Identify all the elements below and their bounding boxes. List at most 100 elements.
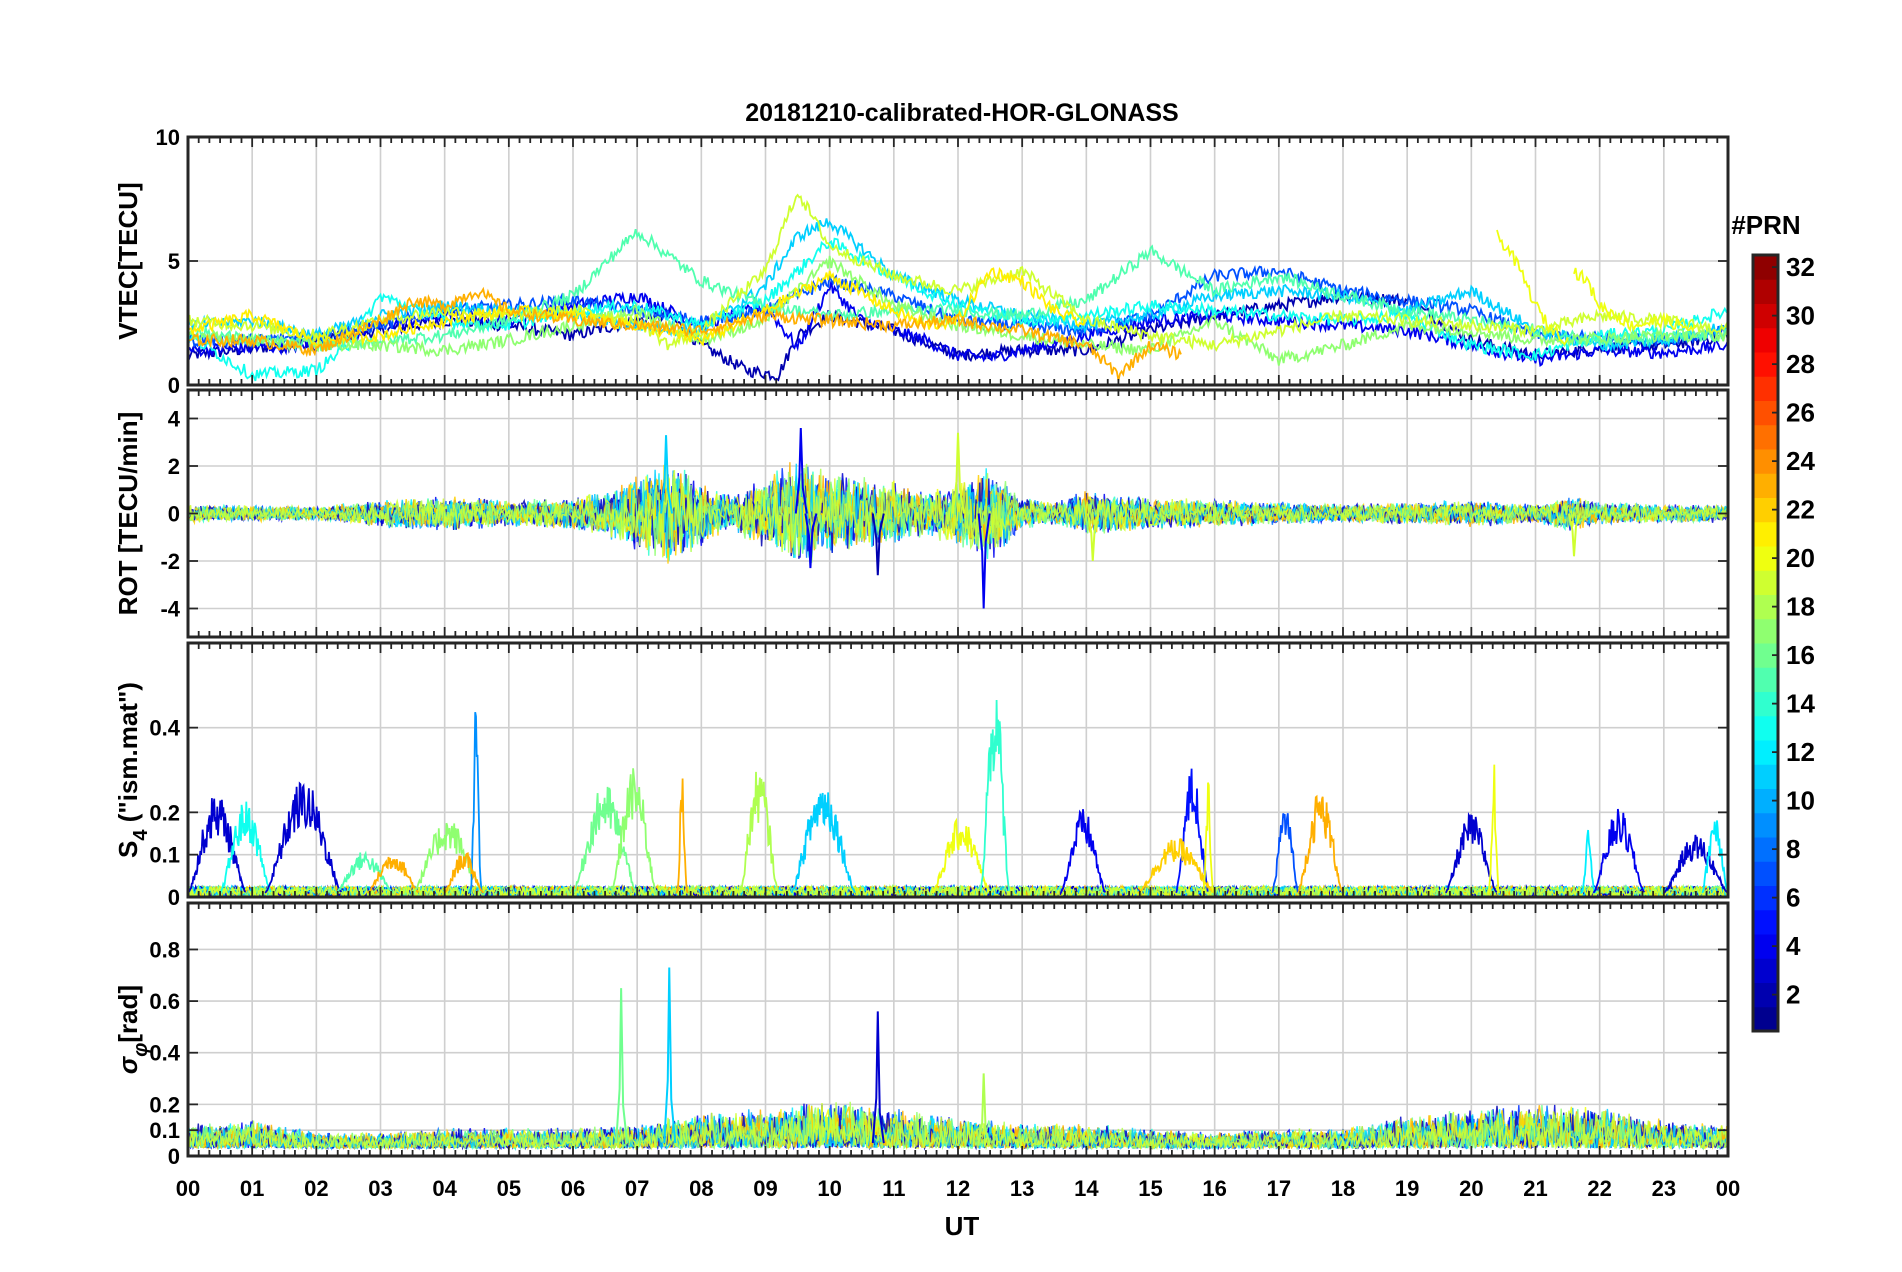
panel-vtec: 0 5 10 VTEC[TECU] bbox=[113, 125, 1730, 398]
colorbar-tick-label: 10 bbox=[1786, 786, 1815, 816]
colorbar-swatch bbox=[1753, 521, 1778, 547]
ylabel-rest: [rad] bbox=[113, 985, 143, 1043]
colorbar-tick-label: 18 bbox=[1786, 592, 1815, 622]
colorbar-tick-label: 30 bbox=[1786, 301, 1815, 331]
y-tick-label: 4 bbox=[168, 407, 181, 432]
panel-vtec-ticks: 0 5 10 bbox=[156, 125, 1729, 398]
x-axis: 00 01 02 03 04 05 06 07 08 09 10 11 12 13 14 15 16 17 18 19… bbox=[176, 1176, 1740, 1201]
x-tick-label: 05 bbox=[497, 1176, 521, 1201]
sigma-spike-prn-11 bbox=[663, 967, 677, 1144]
colorbar-swatch bbox=[1753, 1006, 1778, 1032]
x-tick-label: 10 bbox=[817, 1176, 841, 1201]
panel-rot-ylabel: ROT [TECU/min] bbox=[113, 412, 143, 616]
colorbar-tick-label: 14 bbox=[1786, 689, 1815, 719]
colorbar-swatch bbox=[1753, 570, 1778, 595]
colorbar-tick-label: 32 bbox=[1786, 252, 1815, 282]
x-tick-label: 06 bbox=[561, 1176, 585, 1201]
y-tick-label: 2 bbox=[168, 454, 180, 479]
ylabel-subscript: 4 bbox=[130, 829, 152, 841]
y-tick-label: 0 bbox=[168, 885, 180, 910]
x-tick-label: 23 bbox=[1652, 1176, 1676, 1201]
vtec-trace-prn-11 bbox=[188, 218, 1728, 353]
x-tick-label: 01 bbox=[240, 1176, 264, 1201]
x-tick-label: 07 bbox=[625, 1176, 649, 1201]
panel-s4-ticks: 0 0.1 0.2 0.4 bbox=[149, 643, 1729, 910]
colorbar-swatch bbox=[1753, 424, 1778, 450]
s4-burst-prn-17 bbox=[610, 768, 658, 894]
y-tick-label: 5 bbox=[168, 249, 180, 274]
colorbar-tick-label: 28 bbox=[1786, 349, 1815, 379]
s4-burst-prn-3 bbox=[1444, 811, 1498, 894]
y-tick-label: 0.2 bbox=[149, 1092, 180, 1117]
colorbar-swatch bbox=[1753, 618, 1778, 644]
colorbar-tick-label: 6 bbox=[1786, 883, 1800, 913]
vtec-trace-prn-20 bbox=[1573, 267, 1697, 334]
colorbar-swatch bbox=[1753, 861, 1778, 886]
y-tick-label: 0.8 bbox=[149, 937, 180, 962]
y-tick-label: 0 bbox=[168, 373, 180, 398]
colorbar-swatch bbox=[1753, 764, 1778, 789]
x-tick-label: 19 bbox=[1395, 1176, 1419, 1201]
y-tick-label: 0.4 bbox=[149, 1041, 180, 1066]
y-tick-label: 0.1 bbox=[149, 1118, 180, 1143]
x-tick-label: 03 bbox=[368, 1176, 392, 1201]
colorbar-tick-label: 24 bbox=[1786, 446, 1815, 476]
s4-burst-prn-20 bbox=[1487, 764, 1501, 894]
x-tick-label: 00 bbox=[176, 1176, 200, 1201]
panel-rot-ticks: -4 -2 0 2 4 bbox=[160, 390, 1729, 637]
panel-vtec-grid bbox=[188, 136, 1728, 386]
s4-burst-prn-7 bbox=[1271, 813, 1299, 894]
vtec-trace-prn-19 bbox=[188, 193, 1728, 352]
x-axis-label: UT bbox=[945, 1211, 980, 1241]
s4-burst-prn-16 bbox=[572, 786, 638, 894]
panel-sigma: 00.10.2 0.4 0.6 0.8 σφ[rad] bbox=[113, 901, 1730, 1169]
x-tick-label: 22 bbox=[1587, 1176, 1611, 1201]
sigma-spike-prn-16 bbox=[615, 988, 629, 1144]
y-tick-label: 0 bbox=[168, 1144, 180, 1169]
colorbar-frame bbox=[1751, 253, 1780, 1033]
x-tick-label: 21 bbox=[1523, 1176, 1547, 1201]
colorbar-tick-label: 26 bbox=[1786, 398, 1815, 428]
y-tick-label: -4 bbox=[160, 597, 180, 622]
panel-s4-ylabel: S4 ("ism.mat") bbox=[113, 682, 152, 858]
x-tick-label: 14 bbox=[1074, 1176, 1099, 1201]
y-tick-label: -2 bbox=[160, 549, 180, 574]
panel-s4-grid bbox=[188, 643, 1728, 898]
s4-burst-prn-15 bbox=[335, 850, 394, 894]
colorbar-tick-label: 20 bbox=[1786, 543, 1815, 573]
panel-vtec-ylabel: VTEC[TECU] bbox=[113, 182, 143, 339]
sigma-spike-prn-18 bbox=[977, 1073, 991, 1144]
s4-burst-prn-23 bbox=[444, 852, 484, 894]
x-tick-label: 18 bbox=[1331, 1176, 1355, 1201]
colorbar-swatch bbox=[1753, 715, 1778, 741]
colorbar-swatch bbox=[1753, 667, 1778, 692]
panel-sigma-ylabel: σφ[rad] bbox=[113, 985, 152, 1074]
colorbar-swatch bbox=[1753, 812, 1778, 838]
colorbar-tick-label: 2 bbox=[1786, 980, 1800, 1010]
sigma-trace-prn-17 bbox=[188, 1106, 1728, 1151]
rot-spike-prn-4 bbox=[977, 513, 991, 609]
s4-burst-prn-23 bbox=[367, 856, 420, 894]
x-tick-label: 12 bbox=[946, 1176, 970, 1201]
s4-burst-prn-23 bbox=[675, 778, 689, 894]
x-tick-label: 11 bbox=[882, 1176, 905, 1201]
rot-spike-prn-19 bbox=[1568, 513, 1581, 557]
s4-burst-prn-12 bbox=[1701, 820, 1728, 894]
chart-title: 20181210-calibrated-HOR-GLONASS bbox=[745, 99, 1178, 127]
colorbar-title: #PRN bbox=[1731, 210, 1800, 240]
rot-spike-prn-2 bbox=[871, 513, 885, 576]
s4-burst-prn-20 bbox=[931, 817, 991, 894]
x-tick-label: 13 bbox=[1010, 1176, 1034, 1201]
s4-burst-prn-20 bbox=[1201, 782, 1215, 894]
colorbar-swatch bbox=[1753, 958, 1778, 983]
ylabel-main: σ bbox=[113, 1055, 143, 1074]
vtec-trace-prn-17 bbox=[188, 255, 1728, 366]
colorbar-swatch bbox=[1753, 279, 1778, 304]
x-tick-label: 16 bbox=[1202, 1176, 1226, 1201]
x-tick-label: 08 bbox=[689, 1176, 713, 1201]
rot-spike-prn-4 bbox=[794, 427, 808, 514]
ylabel-main: S bbox=[113, 841, 143, 858]
x-tick-label: 04 bbox=[432, 1176, 457, 1201]
